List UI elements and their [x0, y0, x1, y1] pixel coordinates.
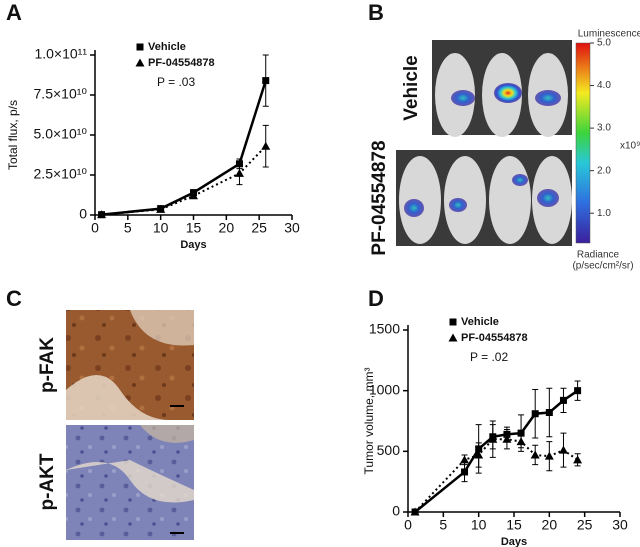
y-tick-label: 1500: [369, 321, 400, 337]
legend-marker: [136, 43, 144, 51]
data-point: [460, 455, 470, 464]
x-tick-label: 0: [404, 517, 412, 533]
data-point: [574, 387, 582, 395]
y-axis-label: Total flux, p/s: [6, 100, 20, 170]
x-tick-label: 0: [91, 220, 99, 236]
panel-label: D: [368, 286, 384, 311]
row-label: Vehicle: [401, 55, 422, 121]
data-point: [516, 437, 526, 446]
annotation: P = .03: [157, 75, 195, 89]
series-line: [414, 438, 579, 513]
panel-label: C: [6, 286, 22, 311]
x-tick-label: 25: [251, 220, 267, 236]
colorbar-footer: Radiance: [577, 250, 620, 261]
data-point: [531, 410, 539, 418]
data-point: [189, 191, 198, 200]
row-label: PF-04554878: [369, 140, 390, 255]
colorbar-title: Luminescence: [578, 29, 640, 40]
legend-label: PF-04554878: [148, 57, 215, 69]
colorbar-tick-label: 4.0: [597, 80, 611, 91]
panel-label: A: [6, 0, 22, 25]
y-tick-label: 0: [392, 503, 400, 519]
y-tick-label: 2.5×10¹⁰: [34, 166, 88, 182]
x-tick-label: 10: [471, 517, 487, 533]
legend-marker: [135, 58, 145, 67]
data-point: [488, 434, 498, 443]
legend-marker: [449, 318, 457, 326]
colorbar-tick-label: 2.0: [597, 165, 611, 176]
x-axis-label: Days: [501, 536, 527, 547]
x-tick-label: 15: [506, 517, 522, 533]
data-point: [530, 450, 540, 459]
y-tick-label: 1000: [369, 381, 400, 397]
bioluminescence-images: [396, 40, 591, 246]
annotation: P = .02: [470, 350, 508, 364]
panel-label: B: [368, 0, 384, 25]
histology-images: [66, 310, 194, 540]
y-tick-label: 7.5×10¹⁰: [34, 86, 88, 102]
data-point: [502, 434, 512, 443]
data-point: [234, 168, 244, 177]
x-tick-label: 25: [577, 517, 593, 533]
x-tick-label: 30: [284, 220, 300, 236]
data-point: [545, 409, 553, 417]
y-tick-label: 1.0×10¹¹: [34, 46, 87, 62]
row-label: p-FAK: [37, 337, 58, 393]
data-point: [461, 468, 469, 476]
data-point: [262, 77, 270, 85]
x-tick-label: 10: [153, 220, 169, 236]
colorbar-tick-label: 5.0: [597, 38, 611, 49]
legend-label: Vehicle: [461, 316, 499, 328]
legend-label: PF-04554878: [461, 332, 528, 344]
y-tick-label: 0: [79, 206, 87, 222]
x-tick-label: 15: [186, 220, 202, 236]
colorbar-tick-label: 3.0: [597, 123, 611, 134]
colorbar-footer: (p/sec/cm²/sr): [572, 261, 633, 272]
series-line: [414, 389, 579, 513]
x-axis-label: Days: [180, 239, 206, 251]
x-tick-label: 5: [124, 220, 132, 236]
x-tick-label: 5: [439, 517, 447, 533]
data-point: [544, 451, 554, 460]
y-tick-label: 5.0×10¹⁰: [34, 126, 88, 142]
data-point: [97, 210, 107, 219]
data-point: [410, 507, 420, 516]
y-tick-label: 500: [377, 442, 401, 458]
legend-marker: [448, 333, 458, 342]
legend-label: Vehicle: [148, 41, 186, 53]
data-point: [558, 445, 568, 454]
colorbar-tick-label: 1.0: [597, 208, 611, 219]
colorbar-scale: x10⁹: [620, 141, 640, 152]
x-tick-label: 20: [219, 220, 235, 236]
data-point: [156, 204, 166, 213]
x-tick-label: 30: [612, 517, 628, 533]
data-point: [573, 455, 583, 464]
x-tick-label: 20: [542, 517, 558, 533]
row-label: p-AKT: [37, 453, 58, 510]
data-point: [474, 450, 484, 459]
data-point: [559, 396, 567, 404]
series-line: [101, 80, 267, 216]
data-point: [517, 429, 525, 437]
data-point: [261, 141, 271, 150]
y-axis-label: Tumor volume, mm³: [362, 368, 376, 475]
